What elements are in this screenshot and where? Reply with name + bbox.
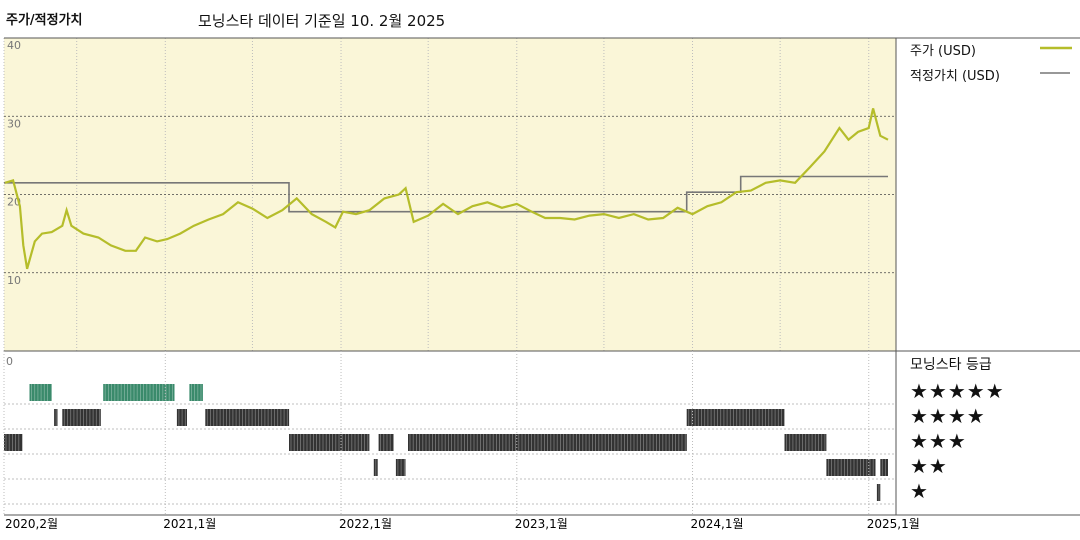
rating-bar-4-star: [62, 409, 101, 426]
legend-fair-label: 적정가치 (USD): [910, 69, 1000, 84]
rating-zero-tick: 0: [6, 355, 13, 368]
x-tick-label: 2024,1월: [691, 517, 744, 531]
rating-guides: [4, 403, 896, 505]
chart-left-title: 주가/적정가치: [6, 13, 83, 28]
rating-bar-5-star: [189, 384, 203, 401]
rating-title: 모닝스타 등급: [910, 357, 992, 373]
rating-bar-3-star: [289, 434, 370, 451]
rating-bar-4-star: [54, 409, 58, 426]
stars-3: ★★★: [910, 429, 967, 453]
rating-bar-4-star: [176, 409, 187, 426]
rating-bar-3-star: [4, 434, 23, 451]
rating-bar-4-star: [686, 409, 785, 426]
chart-main-title: 모닝스타 데이터 기준일 10. 2월 2025: [198, 12, 446, 30]
rating-bar-1-star: [876, 484, 881, 501]
x-tick-label: 2025,1월: [867, 517, 920, 531]
rating-bar-5-star: [103, 384, 175, 401]
rating-bar-5-star: [29, 384, 52, 401]
stars-5: ★★★★★: [910, 379, 1005, 403]
x-tick-label: 2021,1월: [163, 517, 216, 531]
price-line: [4, 108, 889, 270]
y-tick-label: 10: [7, 274, 21, 287]
legend-price-label: 주가 (USD): [910, 44, 976, 59]
stars-2: ★★: [910, 454, 948, 478]
x-tick-label: 2022,1월: [339, 517, 392, 531]
y-tick-label: 40: [7, 39, 21, 52]
rating-bar-2-star: [880, 459, 888, 476]
rating-bar-3-star: [784, 434, 827, 451]
stars-4: ★★★★: [910, 404, 986, 428]
y-tick-label: 30: [7, 117, 21, 130]
rating-bar-3-star: [408, 434, 687, 451]
x-tick-label: 2023,1월: [515, 517, 568, 531]
fair-value-line: [4, 175, 888, 213]
rating-bar-3-star: [378, 434, 394, 451]
rating-bar-2-star: [395, 459, 406, 476]
rating-bars: [4, 384, 888, 501]
rating-bar-2-star: [373, 459, 378, 476]
rating-bar-4-star: [205, 409, 290, 426]
rating-bar-2-star: [826, 459, 876, 476]
x-tick-labels: 2020,2월 2021,1월 2022,1월 2023,1월 2024,1월 2025,…: [3, 351, 920, 531]
stars-1: ★: [910, 479, 929, 503]
x-tick-label: 2020,2월: [5, 517, 58, 531]
